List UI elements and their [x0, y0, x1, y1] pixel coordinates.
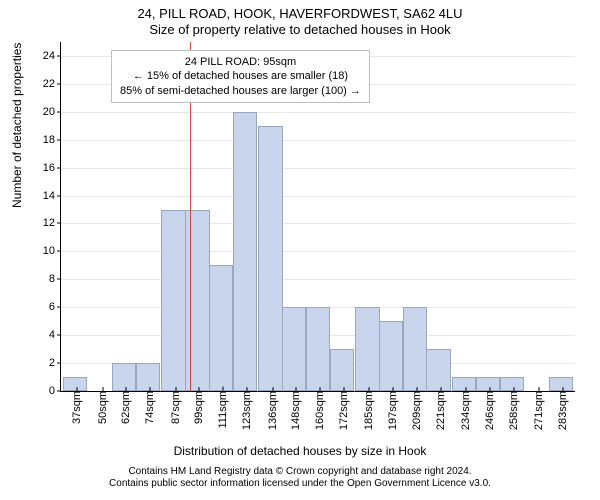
x-tick: 87sqm — [170, 391, 182, 424]
gridline — [61, 196, 575, 197]
y-tick: 4 — [49, 329, 61, 341]
x-tick: 136sqm — [267, 391, 279, 430]
x-tick: 99sqm — [193, 391, 205, 424]
histogram-bar — [209, 265, 233, 391]
histogram-bar — [452, 377, 476, 391]
x-tick: 221sqm — [435, 391, 447, 430]
histogram-bar — [112, 363, 136, 391]
histogram-bar — [426, 349, 450, 391]
chart-title-main: 24, PILL ROAD, HOOK, HAVERFORDWEST, SA62… — [0, 6, 600, 21]
y-tick: 18 — [43, 134, 61, 146]
y-tick: 14 — [43, 190, 61, 202]
histogram-bar — [306, 307, 330, 391]
legend-line-3: 85% of semi-detached houses are larger (… — [120, 84, 361, 98]
x-tick: 246sqm — [484, 391, 496, 430]
chart-title-sub: Size of property relative to detached ho… — [0, 22, 600, 37]
x-tick: 209sqm — [411, 391, 423, 430]
x-tick: 258sqm — [508, 391, 520, 430]
histogram-bar — [63, 377, 87, 391]
x-tick: 271sqm — [533, 391, 545, 430]
chart-container: 24, PILL ROAD, HOOK, HAVERFORDWEST, SA62… — [0, 0, 600, 500]
footer-line-2: Contains public sector information licen… — [0, 478, 600, 490]
x-axis-label: Distribution of detached houses by size … — [0, 444, 600, 458]
histogram-bar — [379, 321, 403, 391]
gridline — [61, 251, 575, 252]
x-tick: 74sqm — [144, 391, 156, 424]
y-tick: 20 — [43, 106, 61, 118]
x-tick: 148sqm — [290, 391, 302, 430]
footer-line-1: Contains HM Land Registry data © Crown c… — [0, 466, 600, 478]
legend-box: 24 PILL ROAD: 95sqm ← 15% of detached ho… — [111, 50, 370, 103]
plot-area: 02468101214161820222437sqm50sqm62sqm74sq… — [60, 42, 575, 392]
histogram-bar — [355, 307, 379, 391]
histogram-bar — [403, 307, 427, 391]
histogram-bar — [549, 377, 573, 391]
x-tick: 37sqm — [71, 391, 83, 424]
gridline — [61, 112, 575, 113]
x-tick: 111sqm — [217, 391, 229, 429]
histogram-bar — [233, 112, 257, 391]
gridline — [61, 168, 575, 169]
y-tick: 22 — [43, 78, 61, 90]
y-tick: 12 — [43, 217, 61, 229]
histogram-bar — [161, 210, 185, 391]
y-tick: 16 — [43, 162, 61, 174]
y-tick: 10 — [43, 245, 61, 257]
gridline — [61, 140, 575, 141]
x-tick: 234sqm — [460, 391, 472, 430]
histogram-bar — [136, 363, 160, 391]
histogram-bar — [330, 349, 354, 391]
x-tick: 283sqm — [557, 391, 569, 430]
legend-line-1: 24 PILL ROAD: 95sqm — [120, 55, 361, 69]
x-tick: 50sqm — [97, 391, 109, 424]
histogram-bar — [476, 377, 500, 391]
legend-line-2: ← 15% of detached houses are smaller (18… — [120, 69, 361, 83]
y-axis-label: Number of detached properties — [10, 43, 24, 208]
gridline — [61, 279, 575, 280]
x-tick: 62sqm — [120, 391, 132, 424]
x-tick: 197sqm — [387, 391, 399, 430]
y-tick: 8 — [49, 273, 61, 285]
x-tick: 185sqm — [363, 391, 375, 430]
y-tick: 2 — [49, 357, 61, 369]
y-tick: 24 — [43, 50, 61, 62]
x-tick: 160sqm — [314, 391, 326, 430]
histogram-bar — [500, 377, 524, 391]
x-tick: 123sqm — [241, 391, 253, 430]
y-tick: 6 — [49, 301, 61, 313]
histogram-bar — [282, 307, 306, 391]
histogram-bar — [258, 126, 282, 391]
y-tick: 0 — [49, 385, 61, 397]
gridline — [61, 223, 575, 224]
x-tick: 172sqm — [338, 391, 350, 430]
